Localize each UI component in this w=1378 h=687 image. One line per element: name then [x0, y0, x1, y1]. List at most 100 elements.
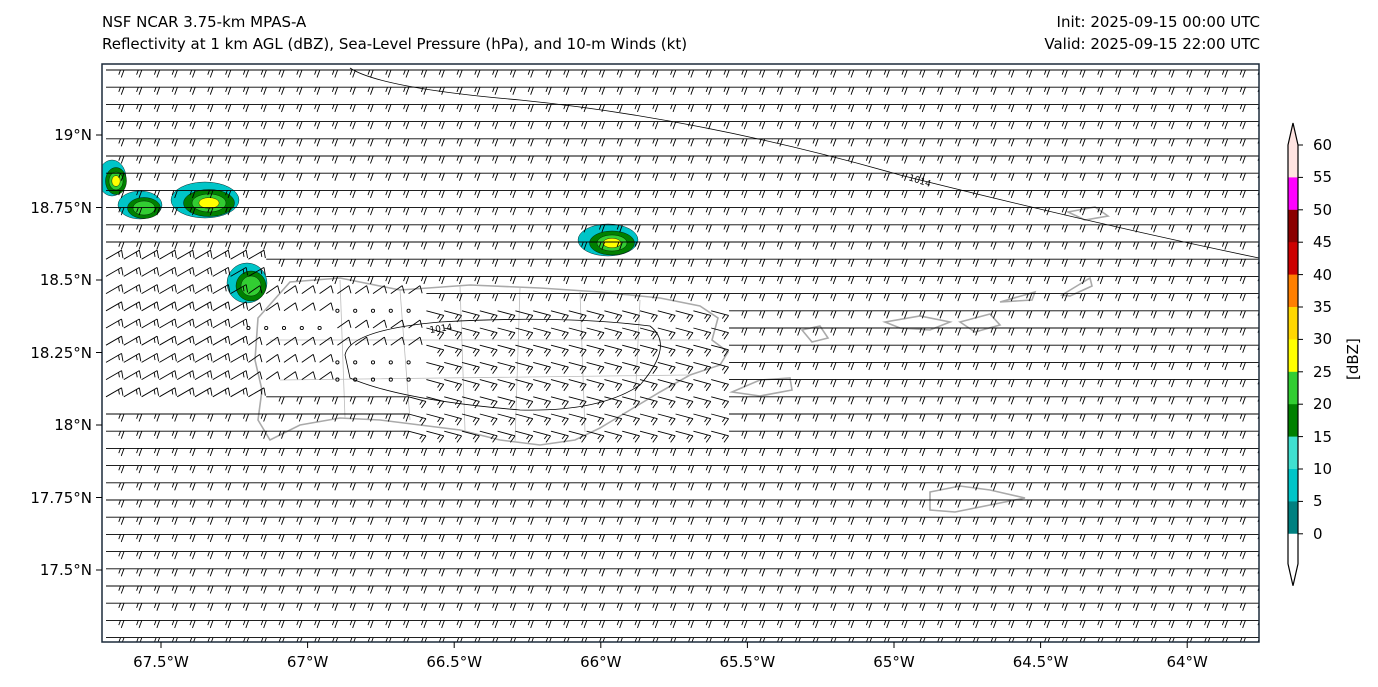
- wind-barb: [515, 327, 534, 340]
- wind-barb: [1209, 69, 1229, 78]
- wind-barb: [871, 103, 890, 113]
- wind-barb: [106, 241, 125, 250]
- wind-barb: [1138, 155, 1157, 164]
- wind-barb: [924, 344, 944, 353]
- wind-barb: [693, 258, 712, 267]
- wind-barb: [1013, 224, 1033, 233]
- colorbar-label: [dBZ]: [1344, 338, 1362, 380]
- wind-barb: [479, 293, 499, 302]
- wind-barb: [1156, 258, 1175, 267]
- wind-barb: [176, 249, 195, 260]
- wind-barb: [301, 207, 321, 216]
- wind-barb: [284, 241, 303, 250]
- wind-barb: [907, 327, 926, 336]
- wind-barb: [265, 354, 281, 363]
- wind-barb: [230, 353, 249, 363]
- wind-barb: [497, 224, 517, 233]
- wind-barb: [657, 327, 676, 340]
- wind-barb: [693, 207, 712, 216]
- wind-barb: [1191, 138, 1211, 147]
- wind-barb: [337, 207, 356, 216]
- wind-barb: [1013, 379, 1033, 388]
- wind-barb: [1156, 86, 1175, 95]
- wind-barb: [942, 327, 962, 336]
- wind-barb: [301, 371, 316, 380]
- wind-barb: [230, 103, 250, 113]
- wind-barb: [479, 344, 498, 357]
- wind-barb: [1049, 327, 1068, 336]
- wind-barb: [176, 318, 195, 329]
- wind-barb: [515, 103, 534, 113]
- wind-barb: [1067, 275, 1086, 285]
- isobar-1014-south: [344, 318, 661, 411]
- wind-barb: [1156, 310, 1175, 319]
- wind-barb: [978, 69, 997, 78]
- wind-barb: [782, 241, 801, 250]
- wind-barb: [924, 138, 944, 147]
- colorbar-tick-label: 0: [1313, 524, 1323, 543]
- wind-barb: [800, 224, 819, 233]
- wind-barb: [123, 241, 143, 250]
- wind-barb: [1085, 275, 1104, 285]
- wind-barb: [1067, 344, 1086, 353]
- wind-barb: [1049, 258, 1068, 267]
- lon-tick-label: 65.5°W: [719, 653, 776, 671]
- wind-barb: [1227, 155, 1246, 164]
- wind-barb: [355, 103, 374, 113]
- wind-barb: [711, 275, 730, 285]
- wind-barb: [586, 310, 605, 323]
- wind-barb: [996, 275, 1015, 285]
- wind-barb: [337, 285, 352, 294]
- wind-barb: [942, 258, 962, 267]
- wind-barb: [266, 86, 285, 95]
- wind-barb: [195, 103, 214, 113]
- wind-barb: [640, 86, 659, 95]
- wind-barb: [373, 155, 392, 164]
- wind-barb: [889, 258, 908, 267]
- wind-barb: [408, 224, 428, 233]
- wind-barb: [373, 396, 392, 405]
- wind-barb: [818, 275, 837, 285]
- wind-barb: [871, 207, 890, 216]
- wind-barb: [461, 327, 480, 340]
- wind-barb: [105, 335, 124, 346]
- wind-barb: [711, 189, 730, 199]
- wind-barb: [141, 189, 161, 199]
- lon-tick-label: 66°W: [580, 653, 622, 671]
- wind-barb: [551, 86, 570, 95]
- wind-barb: [515, 258, 534, 267]
- wind-barb: [729, 189, 748, 199]
- wind-barb: [586, 275, 606, 285]
- wind-barb: [782, 172, 801, 181]
- wind-barb: [942, 241, 962, 250]
- wind-barb: [123, 387, 142, 398]
- wind-barb: [907, 224, 926, 233]
- wind-barb: [301, 189, 321, 199]
- wind-barb: [586, 327, 605, 340]
- wind-barb: [444, 189, 463, 199]
- wind-barb: [230, 224, 250, 233]
- wind-barb: [657, 275, 677, 285]
- wind-barb: [1227, 379, 1246, 388]
- wind-barb: [871, 69, 890, 78]
- wind-barb: [568, 86, 588, 95]
- wind-barb: [764, 155, 784, 164]
- wind-barb: [444, 155, 463, 164]
- wind-barb: [176, 267, 195, 277]
- calm-wind-marker: [353, 308, 358, 313]
- wind-barb: [141, 69, 161, 78]
- wind-barb: [586, 189, 606, 199]
- calm-wind-marker: [406, 360, 411, 365]
- wind-barb: [1138, 327, 1157, 336]
- wind-barb: [711, 241, 730, 250]
- wind-barb: [889, 344, 908, 353]
- wind-barb: [657, 207, 677, 216]
- wind-barb: [729, 241, 748, 250]
- wind-barb: [283, 371, 298, 380]
- wind-barb: [373, 121, 392, 130]
- wind-barb: [159, 224, 178, 233]
- wind-barb: [533, 258, 552, 267]
- wind-barb: [657, 86, 677, 95]
- wind-barb: [230, 172, 250, 181]
- wind-barb: [1067, 207, 1086, 216]
